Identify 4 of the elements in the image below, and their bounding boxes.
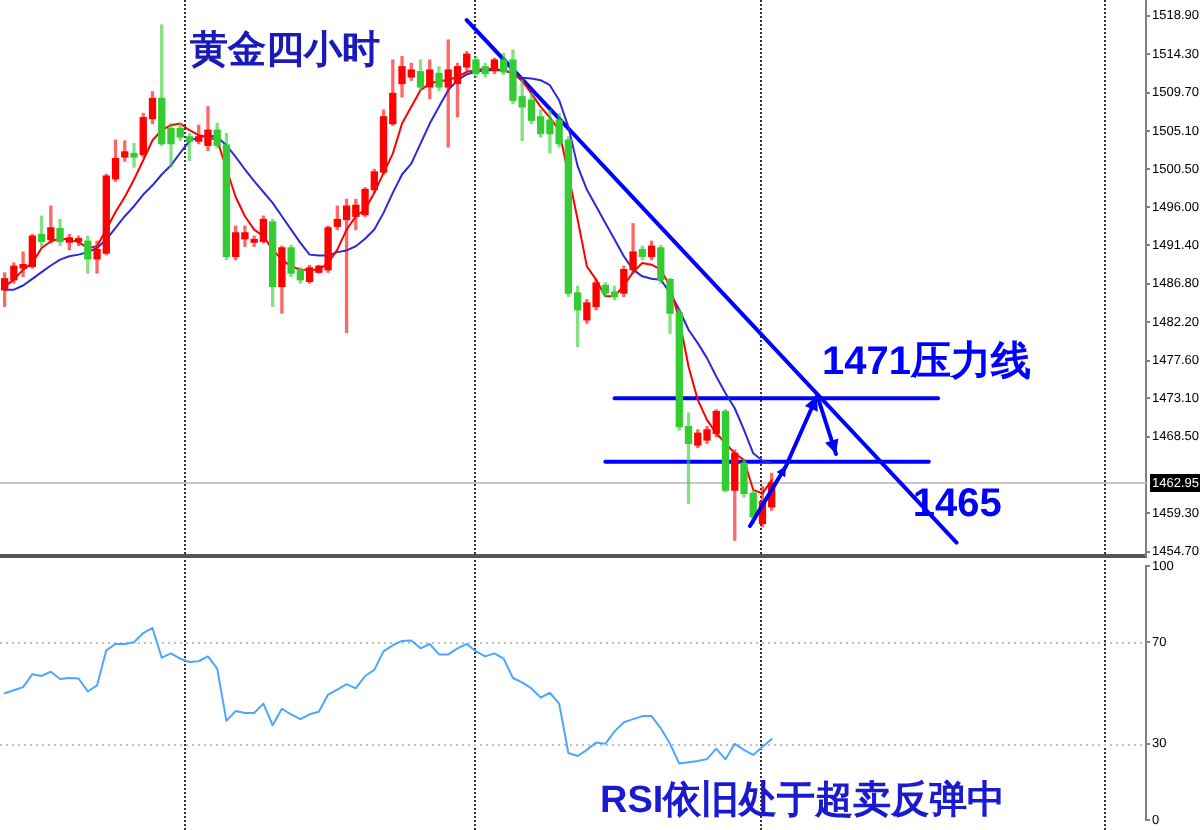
text: 黄金四小时 xyxy=(188,28,380,72)
series-label: 1471压力线 xyxy=(822,340,1032,385)
candlestick xyxy=(130,142,138,168)
annotation: RSI依旧处于超卖反弹中 xyxy=(600,778,1006,822)
